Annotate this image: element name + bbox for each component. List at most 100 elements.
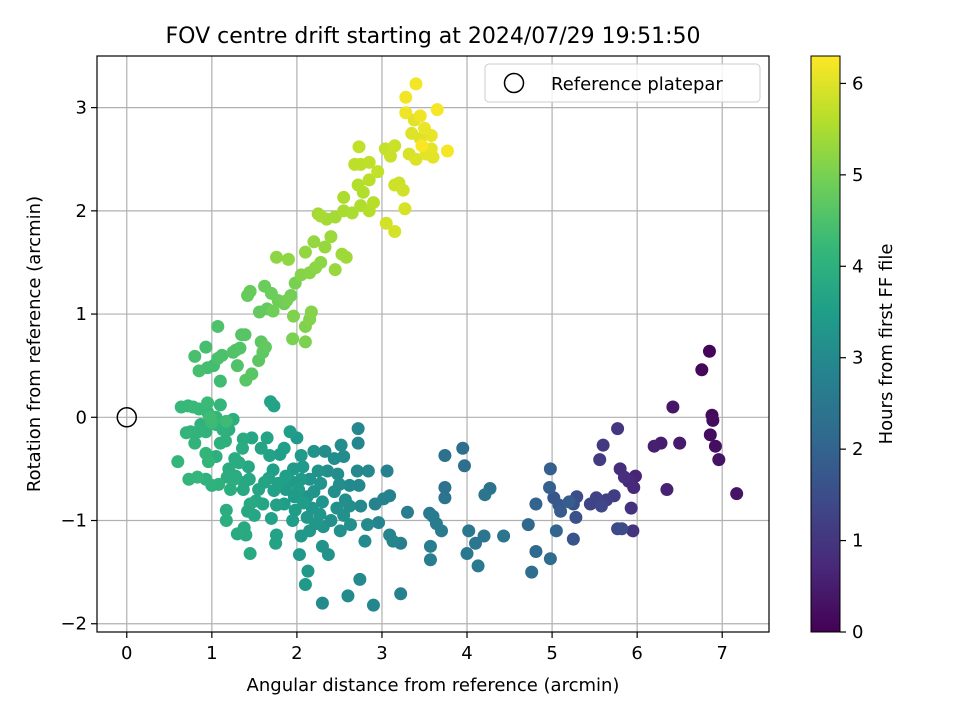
- data-point: [252, 483, 266, 497]
- x-tick-label: 3: [376, 643, 387, 664]
- data-point: [219, 503, 233, 517]
- data-point: [647, 439, 661, 453]
- colorbar-label: Hours from first FF file: [876, 244, 897, 445]
- data-point: [192, 364, 206, 378]
- data-point: [243, 547, 257, 561]
- data-point: [324, 230, 338, 244]
- legend-label: Reference platepar: [551, 74, 723, 95]
- data-point: [593, 453, 607, 467]
- data-point: [258, 340, 272, 354]
- data-point: [315, 495, 329, 509]
- data-point: [219, 414, 233, 428]
- y-tick-label: −2: [60, 614, 87, 635]
- data-point: [396, 183, 410, 197]
- data-point: [409, 77, 423, 91]
- x-tick-label: 2: [291, 643, 302, 664]
- data-point: [327, 452, 341, 466]
- data-point: [301, 564, 315, 578]
- x-tick-label: 7: [716, 643, 727, 664]
- data-point: [297, 496, 311, 510]
- data-point: [438, 491, 452, 505]
- data-point: [211, 319, 225, 333]
- data-point: [304, 305, 318, 319]
- x-axis-ticks: 0 1 2 3 4 5 6 7: [121, 632, 728, 664]
- legend-box: [484, 63, 761, 103]
- data-point: [199, 340, 213, 354]
- data-point: [343, 499, 357, 513]
- y-tick-label: 3: [76, 98, 87, 119]
- data-point: [611, 422, 625, 436]
- x-tick-label: 0: [121, 643, 132, 664]
- data-point: [372, 516, 386, 530]
- data-point: [371, 165, 385, 179]
- data-point: [327, 485, 341, 499]
- data-point: [343, 518, 357, 532]
- data-point: [264, 511, 278, 525]
- data-point: [398, 202, 412, 216]
- data-point: [292, 548, 306, 562]
- data-point: [337, 190, 351, 204]
- data-point: [269, 250, 283, 264]
- data-point: [298, 245, 312, 259]
- data-point: [334, 438, 348, 452]
- data-point: [238, 328, 252, 342]
- data-point: [314, 255, 328, 269]
- y-axis-ticks: −2 −1 0 1 2 3: [60, 98, 97, 635]
- data-point: [400, 505, 414, 519]
- data-point: [361, 518, 375, 532]
- data-point: [521, 518, 535, 532]
- data-point: [174, 400, 188, 414]
- data-point: [328, 263, 342, 277]
- data-point: [236, 483, 250, 497]
- data-point: [213, 436, 227, 450]
- data-point: [227, 472, 241, 486]
- data-point: [190, 470, 204, 484]
- data-point: [399, 90, 413, 104]
- data-point: [298, 335, 312, 349]
- data-point: [361, 464, 375, 478]
- data-point: [456, 441, 470, 455]
- data-point: [626, 524, 640, 538]
- data-point: [179, 426, 193, 440]
- data-point: [281, 252, 295, 266]
- data-point: [263, 448, 277, 462]
- data-point: [708, 439, 722, 453]
- colorbar-gradient: [810, 55, 841, 633]
- plot-frame: [96, 55, 770, 633]
- data-point: [343, 478, 357, 492]
- data-point: [368, 497, 382, 511]
- legend-reference-icon: [503, 72, 525, 94]
- data-point: [201, 455, 215, 469]
- data-point: [566, 532, 580, 546]
- data-point: [438, 480, 452, 494]
- data-point: [415, 139, 429, 153]
- data-point: [525, 565, 539, 579]
- data-point: [549, 524, 563, 538]
- data-point: [440, 144, 454, 158]
- colorbar-tick-label: 5: [852, 165, 863, 186]
- data-point: [435, 524, 449, 538]
- data-point: [660, 483, 674, 497]
- data-point: [287, 490, 301, 504]
- y-tick-label: 1: [76, 304, 87, 325]
- data-point: [366, 196, 380, 210]
- data-point: [383, 149, 397, 163]
- data-point: [478, 488, 492, 502]
- legend: Reference platepar: [484, 63, 761, 103]
- data-point: [477, 529, 491, 543]
- data-point: [353, 572, 367, 586]
- data-point: [529, 497, 543, 511]
- data-point: [380, 464, 394, 478]
- data-point: [399, 106, 413, 120]
- data-point: [712, 453, 726, 467]
- x-tick-label: 5: [546, 643, 557, 664]
- data-point: [562, 495, 576, 509]
- data-point: [280, 294, 294, 308]
- colorbar-tick-label: 0: [852, 622, 863, 643]
- colorbar-ticks: 0 1 2 3 4 5 6: [840, 73, 863, 643]
- data-point: [497, 529, 511, 543]
- data-point: [529, 544, 543, 558]
- data-point: [460, 547, 474, 561]
- data-point: [273, 447, 287, 461]
- data-point: [596, 438, 610, 452]
